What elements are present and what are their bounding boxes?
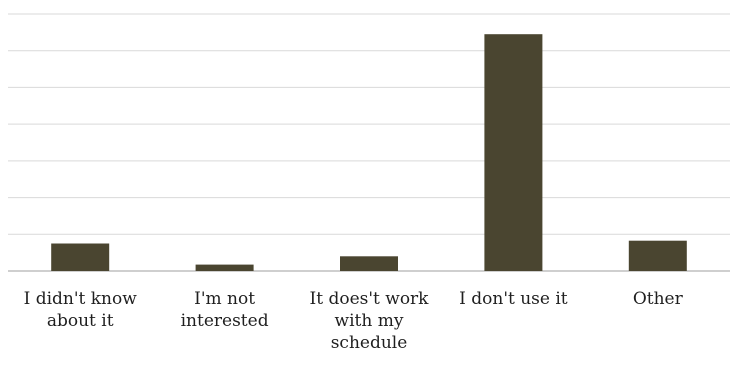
x-tick-label: I don't use it: [438, 288, 588, 310]
bar: [51, 244, 109, 272]
bar: [340, 256, 398, 271]
bar: [196, 265, 254, 271]
x-tick-label: Other: [583, 288, 733, 310]
x-tick-label: It does't work with my schedule: [294, 288, 444, 354]
x-tick-label: I didn't know about it: [5, 288, 155, 332]
x-tick-label: I'm not interested: [150, 288, 300, 332]
bar: [484, 34, 542, 271]
bar: [629, 241, 687, 271]
